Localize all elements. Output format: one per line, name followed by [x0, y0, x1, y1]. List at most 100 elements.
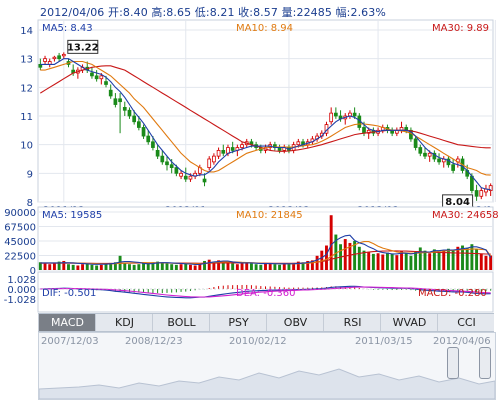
tab-boll[interactable]: BOLL — [152, 314, 210, 331]
candle-body — [334, 112, 338, 117]
navigator-right-handle[interactable] — [479, 347, 491, 379]
volume-bar — [170, 264, 174, 270]
volume-bar — [156, 261, 160, 270]
volume-bar — [301, 262, 305, 270]
candle-body — [160, 155, 165, 163]
volume-bar — [231, 263, 235, 270]
candle-body — [474, 190, 479, 197]
volume-bar — [423, 250, 427, 270]
candle-body — [366, 129, 371, 134]
volume-bar — [376, 253, 380, 270]
ma30-line — [40, 65, 491, 152]
volume-axis-tick-label: 22500 — [4, 252, 36, 263]
volume-bar — [310, 260, 314, 270]
candle-body — [99, 75, 104, 80]
volume-bar — [489, 255, 493, 270]
candle-body — [470, 175, 474, 191]
candle-body — [230, 147, 235, 151]
tab-psy[interactable]: PSY — [209, 314, 267, 331]
price-plot-area — [37, 19, 494, 203]
volume-bar — [470, 244, 474, 270]
price-legend-label: MA5: 8.43 — [42, 23, 93, 34]
volume-bar — [400, 250, 403, 270]
price-annotation-label: 13.22 — [67, 42, 99, 53]
volume-bar — [90, 264, 94, 270]
volume-bar — [52, 262, 56, 270]
navigator-left-handle[interactable] — [447, 347, 459, 379]
volume-bar — [357, 246, 361, 270]
candle-body — [179, 172, 183, 177]
price-axis-tick-label: 10 — [20, 141, 33, 152]
volume-bar — [315, 255, 319, 270]
volume-bar — [128, 264, 131, 270]
volume-bar — [451, 250, 455, 270]
candle-body — [174, 167, 179, 174]
dea-line — [40, 286, 491, 298]
volume-bar — [104, 264, 108, 270]
volume-bar — [67, 264, 70, 270]
volume-plot-area — [37, 206, 494, 271]
volume-bar — [395, 255, 399, 270]
volume-bar — [142, 262, 145, 270]
volume-bar — [461, 245, 464, 270]
volume-bar — [99, 264, 103, 270]
candle-body — [296, 141, 301, 146]
volume-bar — [475, 249, 479, 270]
volume-axis-tick-label: 45000 — [4, 237, 36, 248]
volume-bar — [367, 251, 371, 270]
candle-body — [451, 164, 455, 171]
candle-body — [437, 158, 441, 163]
candle-body — [169, 164, 174, 169]
candle-body — [423, 152, 427, 157]
price-panel: 1413121110982011/122012/012012/022012/03… — [20, 19, 496, 216]
candle-body — [413, 138, 418, 148]
volume-bar — [245, 262, 249, 270]
candle-body — [479, 190, 484, 197]
quote-header: 2012/04/06 开:8.40 高:8.65 低:8.21 收:8.57 量… — [40, 6, 386, 19]
macd-axis-tick-label: -1.028 — [4, 295, 36, 306]
volume-bar — [254, 264, 258, 270]
tab-wvad[interactable]: WVAD — [380, 314, 438, 331]
volume-bar — [146, 263, 150, 270]
candle-body — [141, 127, 146, 137]
tab-macd[interactable]: MACD — [38, 314, 96, 331]
volume-bar — [198, 264, 202, 270]
volume-bar — [226, 262, 230, 270]
volume-bar — [71, 264, 75, 270]
volume-bar — [306, 260, 310, 270]
volume-bar — [479, 253, 483, 270]
volume-bar — [296, 261, 300, 270]
tab-kdj[interactable]: KDJ — [95, 314, 153, 331]
price-legend-label: MA10: 8.94 — [236, 23, 293, 34]
candle-body — [57, 55, 61, 60]
volume-bar — [273, 264, 277, 270]
price-axis-tick-label: 12 — [20, 83, 33, 94]
candle-body — [221, 149, 226, 154]
time-navigator[interactable]: 2007/12/03 2008/12/23 2010/02/12 2011/03… — [38, 332, 496, 400]
volume-bar — [414, 251, 418, 270]
candle-body — [183, 175, 188, 180]
volume-bar — [184, 263, 188, 270]
candle-body — [202, 178, 207, 183]
candle-body — [90, 72, 94, 77]
volume-bar — [217, 260, 221, 270]
tab-rsi[interactable]: RSI — [323, 314, 381, 331]
volume-bar — [282, 263, 286, 270]
macd-axis-tick-label: 0.000 — [7, 285, 36, 296]
volume-legend-label: MA30: 24658 — [432, 210, 498, 221]
volume-bar — [188, 264, 192, 270]
navigator-date-label: 2011/03/15 — [355, 336, 413, 347]
candle-body — [52, 56, 57, 60]
volume-panel: 90000 67500 45000 22500 0 MA5: 19585 MA10: 218… — [4, 206, 498, 277]
price-axis-tick-label: 11 — [20, 112, 33, 123]
tab-obv[interactable]: OBV — [266, 314, 324, 331]
candle-body — [43, 58, 47, 62]
tab-cci[interactable]: CCI — [437, 314, 495, 331]
volume-bar — [109, 262, 113, 270]
candle-body — [132, 115, 137, 123]
candle-body — [207, 158, 212, 169]
macd-axis-tick-label: 1.028 — [7, 275, 36, 286]
